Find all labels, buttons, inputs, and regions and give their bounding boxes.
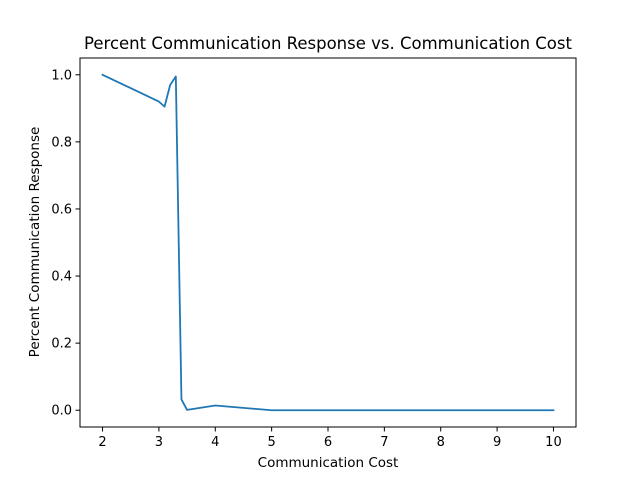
y-axis-label: Percent Communication Response bbox=[27, 127, 43, 358]
plot-area: 2 3 4 5 6 7 8 9 10 0.0 0.2 0.4 0.6 0.8 1.0 bbox=[51, 57, 577, 450]
x-axis-label: Communication Cost bbox=[258, 455, 399, 471]
y-tick-label: 0.4 bbox=[51, 270, 72, 285]
x-tick-label: 10 bbox=[545, 435, 562, 450]
y-tick-label: 0.2 bbox=[51, 337, 72, 352]
chart-title: Percent Communication Response vs. Commu… bbox=[84, 34, 572, 53]
x-tick-label: 4 bbox=[211, 435, 219, 450]
x-tick-label: 9 bbox=[493, 435, 501, 450]
x-tick-label: 6 bbox=[324, 435, 332, 450]
y-tick-label: 0.8 bbox=[51, 135, 72, 150]
y-tick-label: 0.0 bbox=[51, 404, 72, 419]
series-line-1 bbox=[101, 73, 555, 412]
plot-frame bbox=[79, 57, 577, 428]
y-tick-label: 1.0 bbox=[51, 68, 72, 83]
x-tick-label: 2 bbox=[98, 435, 106, 450]
x-tick-label: 3 bbox=[155, 435, 163, 450]
y-tick-label: 0.6 bbox=[51, 202, 72, 217]
x-tick-label: 8 bbox=[437, 435, 445, 450]
x-tick-label: 7 bbox=[380, 435, 388, 450]
x-tick-label: 5 bbox=[267, 435, 275, 450]
